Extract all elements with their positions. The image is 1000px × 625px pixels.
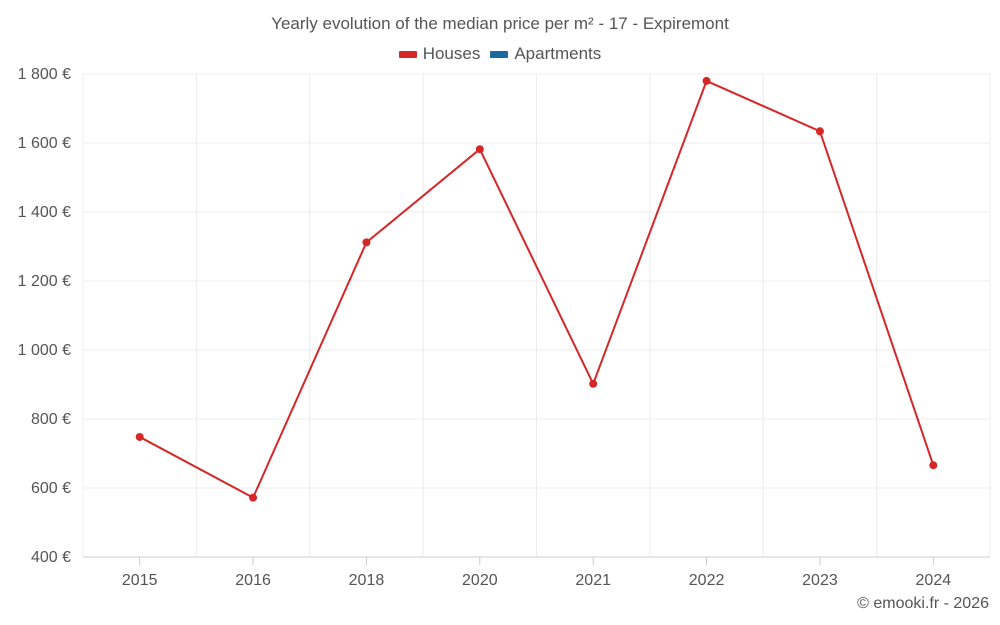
chart-title: Yearly evolution of the median price per… [271, 14, 729, 33]
y-tick-label: 1 600 € [18, 135, 71, 152]
axis-layer: 400 € 600 € 800 € 1 000 € 1 200 € 1 400 € 1 60… [18, 66, 952, 589]
y-tick-label: 1 000 € [18, 342, 71, 359]
data-point-houses [929, 461, 938, 470]
data-point-houses [135, 432, 144, 441]
legend-item-apartments[interactable]: Apartments [490, 44, 601, 64]
series-layer [135, 76, 938, 502]
y-tick-label: 600 € [31, 480, 71, 497]
data-point-houses [249, 493, 258, 502]
legend: Houses Apartments [0, 44, 1000, 64]
x-tick-label: 2016 [235, 572, 271, 589]
y-tick-label: 1 200 € [18, 273, 71, 290]
legend-item-houses[interactable]: Houses [398, 44, 481, 64]
data-point-houses [362, 238, 371, 247]
y-tick-label: 400 € [31, 549, 71, 566]
data-point-houses [475, 145, 484, 154]
x-tick-label: 2024 [916, 572, 952, 589]
x-tick-label: 2023 [802, 572, 838, 589]
legend-label-houses: Houses [422, 44, 481, 63]
data-point-houses [702, 76, 711, 85]
data-point-houses [589, 379, 598, 388]
credit-text: © emooki.fr - 2026 [857, 595, 989, 612]
x-tick-label: 2015 [122, 572, 158, 589]
legend-label-apartments: Apartments [514, 44, 602, 63]
series-line-houses [139, 79, 935, 499]
x-tick-label: 2018 [349, 572, 385, 589]
y-tick-label: 1 400 € [18, 204, 71, 221]
x-tick-label: 2021 [575, 572, 611, 589]
y-tick-label: 1 800 € [18, 66, 71, 83]
data-point-houses [815, 127, 824, 136]
x-tick-label: 2022 [689, 572, 725, 589]
legend-swatch-houses [398, 50, 417, 58]
x-tick-label: 2020 [462, 572, 498, 589]
y-tick-label: 800 € [31, 411, 71, 428]
legend-swatch-apartments [490, 50, 509, 58]
grid-layer [82, 73, 991, 558]
